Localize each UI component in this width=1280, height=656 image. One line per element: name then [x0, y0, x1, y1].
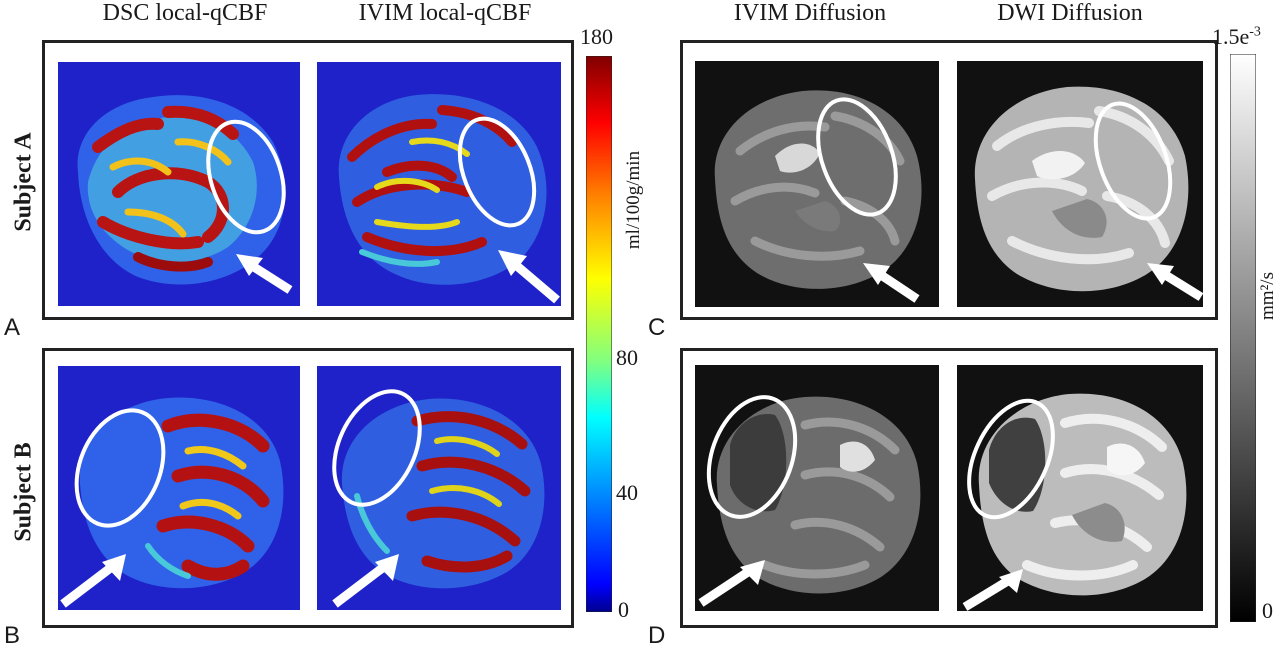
diffusion-colorbar-unit: mm²/s [1257, 272, 1278, 320]
cbf-tick-min: 0 [618, 597, 629, 622]
dsc-cbf-map-subject-a [58, 62, 300, 306]
diffusion-tick-max: 1.5e-3 [1212, 24, 1261, 49]
panel-a [42, 40, 574, 320]
dwi-diffusion-map-subject-b [957, 365, 1203, 611]
panel-letter-c: C [648, 314, 666, 341]
cbf-tick-80: 80 [616, 345, 638, 370]
diffusion-colorbar [1230, 54, 1256, 622]
title-ivim-diffusion: IVIM Diffusion [733, 0, 887, 26]
ivim-diffusion-map-subject-a [695, 61, 939, 307]
cbf-colorbar [586, 56, 612, 612]
ivim-cbf-map-subject-b [317, 366, 561, 610]
row-label-subject-b: Subject B [10, 442, 37, 542]
row-label-subject-a: Subject A [10, 132, 37, 232]
title-dwi-diffusion: DWI Diffusion [997, 0, 1143, 26]
panel-letter-a: A [4, 314, 21, 341]
dwi-diffusion-map-subject-a [957, 61, 1203, 307]
cbf-tick-40: 40 [616, 480, 638, 505]
panel-letter-b: B [4, 622, 21, 649]
diffusion-tick-min: 0 [1262, 598, 1273, 623]
ivim-diffusion-map-subject-b [695, 365, 939, 611]
panel-letter-d: D [648, 622, 666, 649]
panel-b [42, 348, 574, 628]
ivim-cbf-map-subject-a [317, 62, 561, 306]
title-ivim-local-qcbf: IVIM local-qCBF [358, 0, 532, 26]
dsc-cbf-map-subject-b [58, 366, 300, 610]
cbf-colorbar-unit: ml/100g/min [623, 150, 644, 250]
title-dsc-local-qcbf: DSC local-qCBF [102, 0, 268, 26]
panel-c [680, 40, 1218, 320]
cbf-tick-max: 180 [580, 24, 613, 49]
panel-d [680, 348, 1218, 628]
